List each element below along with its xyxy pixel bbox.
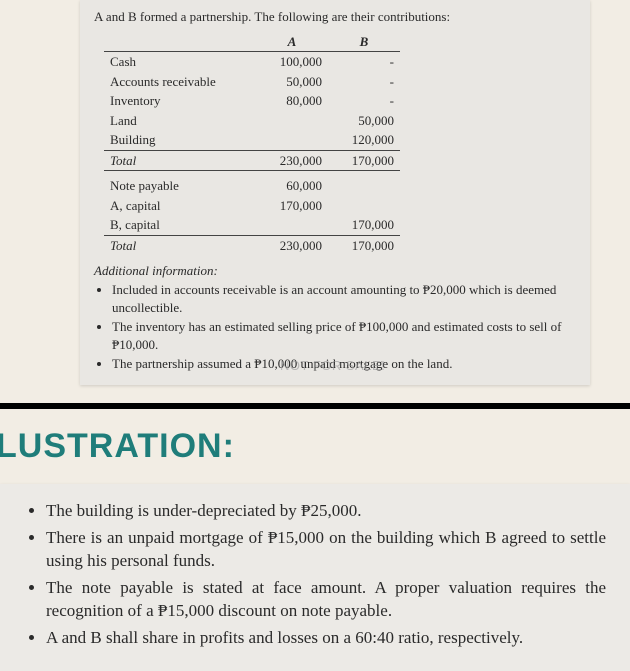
section-heading: LUSTRATION: (0, 427, 235, 465)
heading-strip: LUSTRATION: (0, 409, 630, 484)
total-b: 170,000 (328, 236, 400, 256)
row-label: Inventory (104, 91, 256, 111)
lower-bullet: The building is under-depreciated by ₱25… (46, 500, 606, 523)
lower-bullet: A and B shall share in profits and losse… (46, 627, 606, 650)
row-label: Building (104, 130, 256, 150)
cell-b: - (328, 91, 400, 111)
row-label: A, capital (104, 196, 256, 216)
textbook-excerpt: A and B formed a partnership. The follow… (80, 0, 590, 385)
col-header-b: B (328, 32, 400, 52)
problem-intro: A and B formed a partnership. The follow… (94, 8, 576, 26)
cell-a (256, 111, 328, 131)
row-label: B, capital (104, 215, 256, 235)
cell-b: 170,000 (328, 215, 400, 235)
cell-b: - (328, 72, 400, 92)
lower-bullet: The note payable is stated at face amoun… (46, 577, 606, 623)
col-header-a: A (256, 32, 328, 52)
cell-a: 80,000 (256, 91, 328, 111)
cell-b: 50,000 (328, 111, 400, 131)
cell-a (256, 215, 328, 235)
cell-a: 100,000 (256, 52, 328, 72)
cell-a (256, 130, 328, 150)
lower-excerpt: The building is under-depreciated by ₱25… (0, 484, 630, 671)
total-a: 230,000 (256, 236, 328, 256)
cell-b (328, 171, 400, 196)
cell-a: 50,000 (256, 72, 328, 92)
total-b: 170,000 (328, 150, 400, 171)
row-label: Note payable (104, 171, 256, 196)
cell-b: 120,000 (328, 130, 400, 150)
lower-bullet: There is an unpaid mortgage of ₱15,000 o… (46, 527, 606, 573)
total-label: Total (104, 236, 256, 256)
row-label: Land (104, 111, 256, 131)
additional-info-title: Additional information: (94, 262, 576, 280)
contributions-table: A B Cash 100,000 - Accounts receivable 5… (104, 32, 400, 256)
cell-a: 170,000 (256, 196, 328, 216)
lower-bullet-list: The building is under-depreciated by ₱25… (24, 500, 606, 650)
cell-b: - (328, 52, 400, 72)
total-a: 230,000 (256, 150, 328, 171)
addl-item: The inventory has an estimated selling p… (112, 318, 576, 353)
watermark-text: NOT FOR SALE! (280, 357, 385, 375)
row-label: Accounts receivable (104, 72, 256, 92)
total-label: Total (104, 150, 256, 171)
cell-b (328, 196, 400, 216)
addl-item: Included in accounts receivable is an ac… (112, 281, 576, 316)
cell-a: 60,000 (256, 171, 328, 196)
row-label: Cash (104, 52, 256, 72)
